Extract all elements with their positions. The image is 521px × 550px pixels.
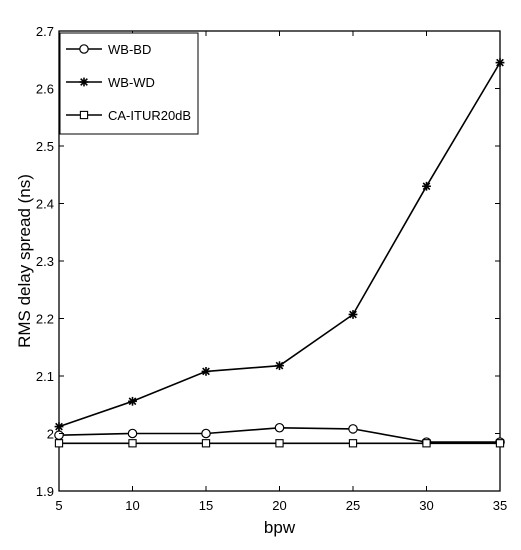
data-point-circle	[348, 424, 358, 434]
series-wb-wd	[54, 58, 505, 431]
data-point-square	[275, 439, 284, 448]
series-layer	[54, 58, 505, 448]
data-point-circle	[127, 428, 138, 439]
data-point-circle	[54, 430, 64, 441]
legend-marker-square	[79, 110, 89, 120]
ticks-layer: 5 10 15 20 25 30 35 1.9 2 2.1 2.2 2.3 2.4 2.5 2.6 2.7	[36, 24, 507, 513]
x-axis-label: bpw	[264, 518, 296, 537]
y-tick-label: 2.1	[36, 369, 54, 384]
x-tick-label: 35	[493, 498, 507, 513]
legend-item-ca-itur20db: CA-ITUR20dB	[66, 108, 191, 123]
data-point-star	[422, 181, 431, 191]
legend-marker-circle	[79, 44, 89, 54]
data-point-circle	[274, 422, 285, 433]
legend: WB-BD WB-WD CA-ITUR20dB	[59, 32, 199, 135]
data-point-square	[128, 439, 137, 448]
data-point-circle	[79, 44, 89, 54]
legend-label: WB-WD	[108, 75, 155, 90]
data-point-square	[201, 439, 211, 448]
y-tick-label: 2	[47, 427, 54, 442]
data-point-star	[201, 367, 211, 376]
data-point-star	[128, 396, 137, 406]
data-point-star	[79, 77, 89, 87]
data-point-circle	[201, 428, 211, 439]
data-point-star	[348, 310, 358, 319]
data-point-square	[348, 439, 358, 448]
y-tick-label: 1.9	[36, 484, 54, 499]
x-tick-label: 20	[272, 498, 286, 513]
y-axis-label: RMS delay spread (ns)	[15, 174, 34, 348]
y-tick-label: 2.6	[36, 82, 54, 97]
y-tick-label: 2.2	[36, 312, 54, 327]
data-point-star	[495, 58, 505, 68]
y-tick-label: 2.4	[36, 197, 54, 212]
data-point-square	[79, 110, 89, 120]
x-tick-label: 10	[125, 498, 139, 513]
data-point-star	[54, 422, 64, 431]
x-tick-label: 25	[346, 498, 360, 513]
y-tick-label: 2.7	[36, 24, 54, 39]
x-tick-label: 5	[55, 498, 62, 513]
series-ca-itur20db	[54, 439, 505, 448]
data-point-square	[422, 439, 431, 448]
data-point-star	[275, 361, 284, 371]
y-tick-label: 2.3	[36, 254, 54, 269]
data-point-square	[54, 439, 64, 448]
x-tick-label: 15	[199, 498, 213, 513]
x-tick-label: 30	[419, 498, 433, 513]
data-point-square	[495, 439, 505, 448]
y-tick-label: 2.5	[36, 139, 54, 154]
legend-label: WB-BD	[108, 42, 151, 57]
legend-label: CA-ITUR20dB	[108, 108, 191, 123]
legend-item-wb-wd: WB-WD	[66, 75, 155, 90]
legend-marker-star	[79, 77, 89, 87]
legend-item-wb-bd: WB-BD	[66, 42, 151, 57]
